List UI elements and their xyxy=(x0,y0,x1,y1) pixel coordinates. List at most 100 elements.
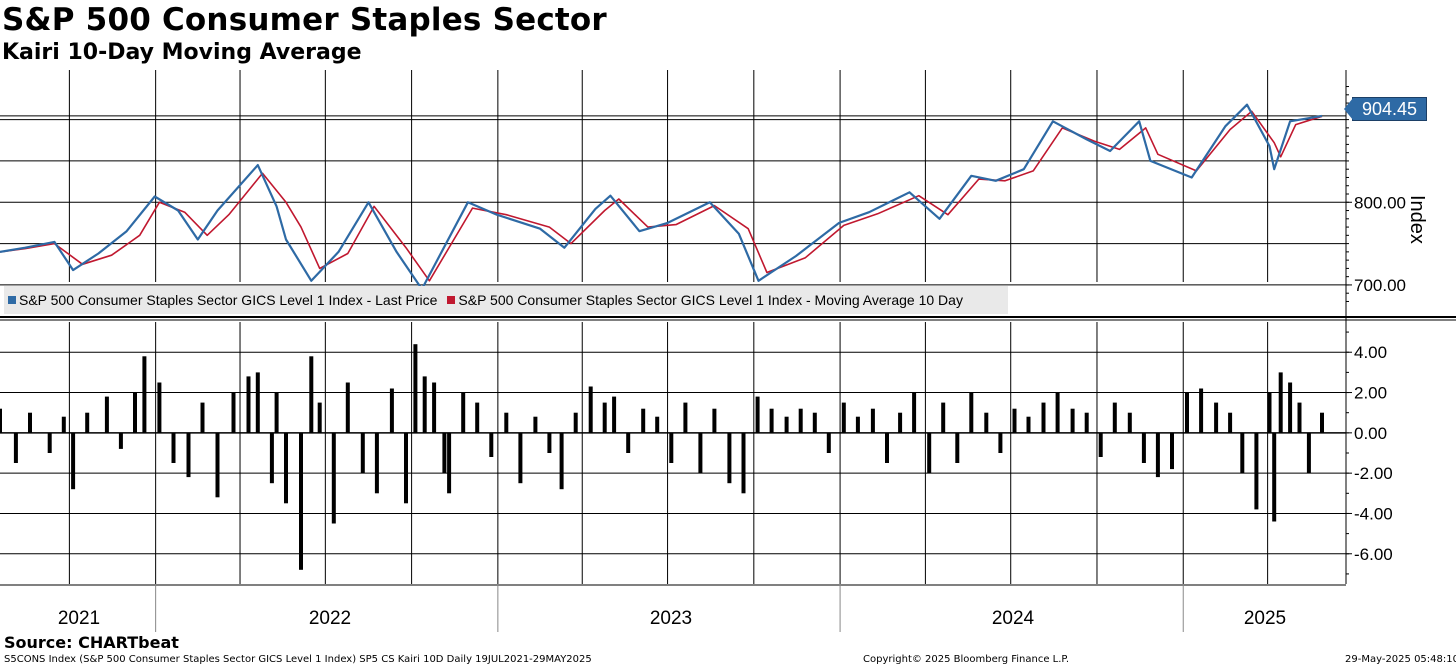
kairi-bar-60 xyxy=(798,408,803,433)
legend-item-moving-average: S&P 500 Consumer Staples Sector GICS Lev… xyxy=(443,292,963,308)
kairi-bar-84 xyxy=(1141,432,1146,463)
kairi-bar-62 xyxy=(826,432,831,453)
price-panel-series xyxy=(0,103,1323,291)
kairi-bar-26 xyxy=(345,382,350,433)
kairi-bar-82 xyxy=(1112,402,1117,433)
kairi-bar-57 xyxy=(755,396,760,433)
kairi-bar-91 xyxy=(1240,432,1245,474)
kairi-bar-68 xyxy=(912,392,917,433)
kairi-bar-98 xyxy=(1306,432,1311,474)
kairi-bar-30 xyxy=(404,432,408,504)
kairi-bar-58 xyxy=(769,408,774,433)
kairi-bar-31 xyxy=(413,344,418,433)
price-tick-label-1: 800.00 xyxy=(1354,193,1406,212)
kairi-bar-56 xyxy=(741,432,746,494)
y-axis-title: Index xyxy=(1406,195,1428,244)
legend-label-last-price: S&P 500 Consumer Staples Sector GICS Lev… xyxy=(19,292,438,308)
kairi-bar-66 xyxy=(885,432,889,463)
footer-copyright: Copyright© 2025 Bloomberg Finance L.P. xyxy=(863,654,1070,665)
x-tick-label-2023: 2023 xyxy=(649,608,693,629)
kairi-bar-71 xyxy=(955,432,960,463)
kairi-bar-39 xyxy=(504,412,509,433)
kairi-bar-87 xyxy=(1185,392,1189,433)
kairi-bar-46 xyxy=(602,402,607,433)
kairi-tick-label-2: 0.00 xyxy=(1354,424,1387,443)
price-panel-grid xyxy=(0,70,1346,286)
kairi-bar-19 xyxy=(269,432,274,484)
kairi-bar-92 xyxy=(1254,432,1259,510)
kairi-bar-90 xyxy=(1228,412,1233,433)
kairi-panel-bars xyxy=(0,344,1324,570)
kairi-bar-43 xyxy=(559,432,564,490)
footer-timestamp: 29-May-2025 05:48:10 xyxy=(1345,654,1456,665)
kairi-bar-29 xyxy=(389,388,394,433)
kairi-bar-79 xyxy=(1070,408,1075,433)
kairi-bar-4 xyxy=(61,416,66,433)
legend-label-moving-average: S&P 500 Consumer Staples Sector GICS Lev… xyxy=(458,292,963,308)
kairi-bar-35 xyxy=(447,432,452,494)
kairi-bar-33 xyxy=(432,382,437,433)
kairi-bar-77 xyxy=(1041,402,1046,433)
kairi-bar-11 xyxy=(157,382,162,433)
kairi-tick-label-3: -2.00 xyxy=(1354,464,1393,483)
kairi-bar-73 xyxy=(984,412,989,433)
kairi-bar-49 xyxy=(641,408,646,433)
kairi-bar-99 xyxy=(1320,412,1324,433)
kairi-bar-89 xyxy=(1214,402,1219,433)
kairi-bar-6 xyxy=(85,412,90,433)
source-note: Source: CHARTbeat xyxy=(4,633,179,652)
kairi-bar-2 xyxy=(28,412,32,433)
kairi-bar-32 xyxy=(422,376,427,433)
series-line-last-price xyxy=(0,103,1323,291)
kairi-bar-61 xyxy=(812,412,817,433)
kairi-bar-48 xyxy=(626,432,631,453)
kairi-bar-28 xyxy=(374,432,379,494)
kairi-bar-44 xyxy=(573,412,578,433)
kairi-bar-88 xyxy=(1199,388,1204,433)
kairi-bar-34 xyxy=(442,432,447,474)
kairi-bar-81 xyxy=(1098,432,1103,457)
kairi-bar-65 xyxy=(870,408,875,433)
kairi-bar-27 xyxy=(360,432,365,474)
kairi-bar-13 xyxy=(186,432,191,478)
kairi-bar-18 xyxy=(255,372,260,433)
legend-swatch-moving-average xyxy=(447,296,456,304)
x-tick-label-2024: 2024 xyxy=(991,608,1035,629)
kairi-tick-label-1: 2.00 xyxy=(1354,384,1387,403)
kairi-bar-21 xyxy=(284,432,288,504)
kairi-bar-64 xyxy=(855,416,860,433)
kairi-bar-94 xyxy=(1272,432,1277,522)
kairi-bar-97 xyxy=(1297,402,1302,433)
kairi-bar-37 xyxy=(475,402,480,433)
kairi-bar-22 xyxy=(299,432,303,570)
kairi-bar-67 xyxy=(898,412,903,433)
chart-legend: S&P 500 Consumer Staples Sector GICS Lev… xyxy=(4,286,1008,314)
kairi-bar-53 xyxy=(698,432,703,474)
kairi-bar-5 xyxy=(71,432,76,490)
kairi-bar-74 xyxy=(998,432,1003,453)
kairi-bar-85 xyxy=(1155,432,1160,478)
kairi-bar-52 xyxy=(683,402,688,433)
kairi-bar-47 xyxy=(612,396,617,433)
kairi-bar-36 xyxy=(461,392,466,433)
kairi-bar-3 xyxy=(47,432,52,453)
x-tick-label-2021: 2021 xyxy=(57,608,101,629)
kairi-bar-76 xyxy=(1026,416,1031,433)
kairi-bar-45 xyxy=(588,386,593,433)
kairi-bar-9 xyxy=(133,392,137,433)
chart-title: S&P 500 Consumer Staples Sector xyxy=(2,2,607,38)
kairi-bar-75 xyxy=(1012,408,1017,433)
kairi-bar-24 xyxy=(317,402,322,433)
kairi-bar-63 xyxy=(841,402,846,433)
kairi-bar-78 xyxy=(1055,392,1060,433)
kairi-bar-25 xyxy=(331,432,336,524)
kairi-bar-15 xyxy=(215,432,220,498)
kairi-bar-20 xyxy=(274,392,279,433)
kairi-bar-38 xyxy=(489,432,494,457)
kairi-bar-80 xyxy=(1084,412,1089,433)
legend-swatch-last-price xyxy=(8,296,16,304)
kairi-tick-label-5: -6.00 xyxy=(1354,545,1393,564)
last-value-badge: 904.45 xyxy=(1344,97,1427,121)
kairi-bar-51 xyxy=(669,432,674,463)
kairi-bar-72 xyxy=(969,392,974,433)
